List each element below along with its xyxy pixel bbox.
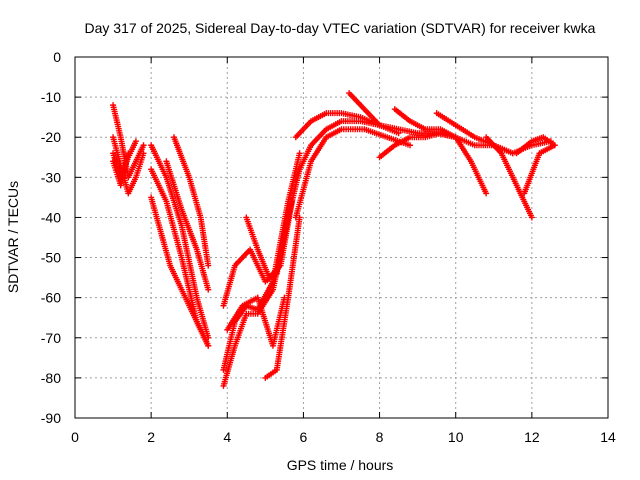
data-point bbox=[125, 150, 132, 157]
data-point bbox=[132, 138, 139, 145]
x-tick-label: 6 bbox=[300, 429, 308, 445]
data-series bbox=[110, 150, 132, 189]
plot-frame bbox=[74, 56, 609, 419]
data-series bbox=[483, 134, 535, 221]
y-tick-label: -40 bbox=[41, 209, 61, 225]
y-tick-labels: 0 -10 -20 -30 -40 -50 -60 -70 -80 -90 bbox=[41, 49, 61, 426]
data-series bbox=[262, 214, 303, 381]
x-tick-label: 4 bbox=[223, 429, 231, 445]
data-point bbox=[528, 214, 535, 221]
x-tick-label: 8 bbox=[376, 429, 384, 445]
data-series bbox=[224, 294, 288, 349]
y-tick-label: -20 bbox=[41, 129, 61, 145]
data-series bbox=[163, 158, 212, 293]
data-point bbox=[551, 142, 558, 149]
data-point bbox=[483, 190, 490, 197]
chart-title: Day 317 of 2025, Sidereal Day-to-day VTE… bbox=[85, 20, 596, 36]
data-point bbox=[140, 150, 147, 157]
data-series bbox=[170, 134, 212, 269]
data-series bbox=[148, 194, 212, 349]
grid-lines bbox=[75, 57, 608, 418]
data-series bbox=[148, 142, 212, 341]
data-point bbox=[140, 142, 147, 149]
x-tick-label: 2 bbox=[147, 429, 155, 445]
y-tick-label: -30 bbox=[41, 169, 61, 185]
x-tick-label: 0 bbox=[71, 429, 79, 445]
y-tick-label: -60 bbox=[41, 290, 61, 306]
x-tick-label: 14 bbox=[600, 429, 616, 445]
data-point bbox=[205, 262, 212, 269]
data-point bbox=[205, 286, 212, 293]
data-series bbox=[376, 130, 490, 197]
y-axis-label: SDTVAR / TECUs bbox=[5, 181, 21, 293]
data-series bbox=[292, 126, 414, 221]
y-tick-label: -80 bbox=[41, 370, 61, 386]
data-series bbox=[292, 110, 383, 141]
data-point bbox=[205, 342, 212, 349]
data-points bbox=[110, 90, 558, 389]
data-series bbox=[513, 134, 558, 157]
x-tick-label: 10 bbox=[448, 429, 464, 445]
y-tick-label: -70 bbox=[41, 330, 61, 346]
tick-marks bbox=[74, 56, 609, 419]
y-tick-label: -90 bbox=[41, 410, 61, 426]
y-tick-label: -50 bbox=[41, 250, 61, 266]
data-point bbox=[296, 150, 303, 157]
x-axis-label: GPS time / hours bbox=[287, 457, 394, 473]
data-series bbox=[243, 198, 296, 281]
x-tick-label: 12 bbox=[524, 429, 540, 445]
y-tick-label: -10 bbox=[41, 89, 61, 105]
data-series bbox=[110, 134, 147, 197]
x-tick-labels: 0 2 4 6 8 10 12 14 bbox=[71, 429, 616, 445]
data-point bbox=[289, 198, 296, 205]
y-tick-label: 0 bbox=[53, 49, 61, 65]
data-point bbox=[407, 142, 414, 149]
